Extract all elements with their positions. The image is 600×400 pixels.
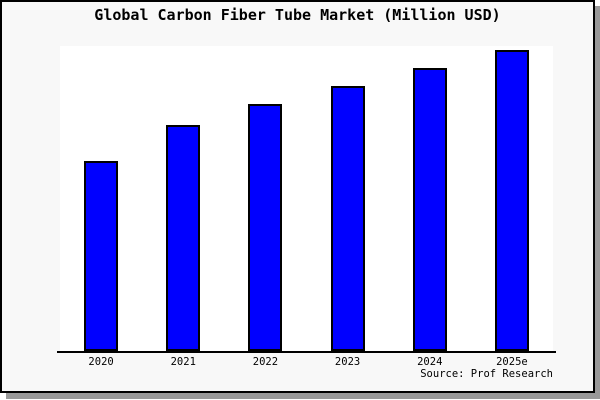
- bar-2022: [248, 104, 283, 351]
- x-tick-label-2020: 2020: [88, 356, 114, 368]
- x-tick-label-2022: 2022: [252, 356, 279, 368]
- x-tick-label-2023: 2023: [334, 356, 361, 368]
- source-credit: Source: Prof Research: [420, 368, 553, 380]
- plot-area: [57, 46, 556, 353]
- bar-2025e: [494, 50, 529, 351]
- bar-2021: [166, 125, 201, 351]
- chart-title: Global Carbon Fiber Tube Market (Million…: [94, 6, 501, 24]
- x-tick-label-2025e: 2025e: [496, 356, 528, 368]
- bar-2020: [84, 161, 119, 351]
- x-tick-label-2024: 2024: [417, 356, 443, 368]
- x-tick-label-2021: 2021: [170, 356, 196, 368]
- bar-2024: [412, 68, 447, 351]
- x-axis-line: [57, 351, 556, 353]
- bar-2023: [330, 86, 365, 351]
- chart-panel: Global Carbon Fiber Tube Market (Million…: [0, 0, 595, 393]
